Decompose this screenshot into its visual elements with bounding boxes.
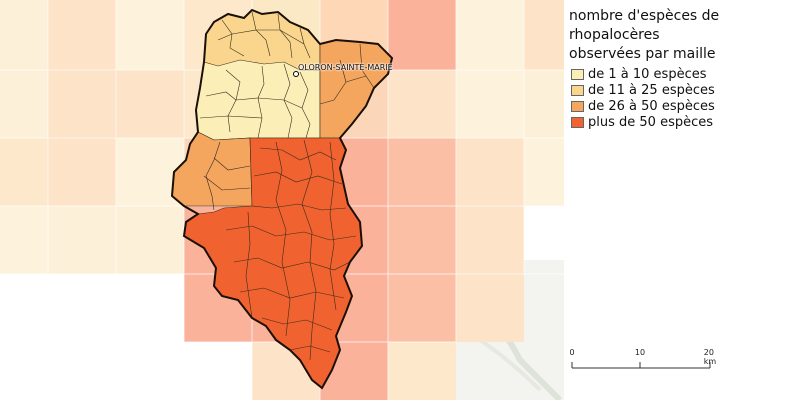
town-marker-icon[interactable] xyxy=(293,71,299,77)
scale-bar: 0 10 20 km xyxy=(569,348,720,378)
legend-label-1: de 1 à 10 espèces xyxy=(588,66,707,82)
legend-item-2: de 11 à 25 espèces xyxy=(571,82,715,98)
grid-cell[interactable] xyxy=(456,0,524,70)
grid-cell[interactable] xyxy=(388,206,456,274)
grid-cell[interactable] xyxy=(116,0,184,70)
legend-label-4: plus de 50 espèces xyxy=(588,114,714,130)
legend-swatch-2 xyxy=(571,84,584,96)
legend-label-2: de 11 à 25 espèces xyxy=(588,82,715,98)
grid-cell[interactable] xyxy=(524,0,564,70)
grid-cell[interactable] xyxy=(524,138,564,206)
legend-swatch-1 xyxy=(571,68,584,80)
territory xyxy=(171,9,393,389)
legend-panel: nombre d'espèces de rhopalocères observé… xyxy=(564,0,792,400)
grid-cell[interactable] xyxy=(388,138,456,206)
grid-cell[interactable] xyxy=(0,138,48,206)
grid-cell[interactable] xyxy=(456,274,524,342)
legend-label-3: de 26 à 50 espèces xyxy=(588,98,715,114)
legend-title: nombre d'espèces de rhopalocères observé… xyxy=(569,8,720,62)
scale-bar-graphic xyxy=(571,362,711,369)
grid-cell[interactable] xyxy=(388,274,456,342)
legend-item-4: plus de 50 espèces xyxy=(571,114,713,130)
grid-cell[interactable] xyxy=(388,342,456,400)
legend-swatch-4 xyxy=(571,116,584,128)
town-label: OLORON-SAINTE-MARIE xyxy=(298,63,393,72)
scale-label-10: 10 xyxy=(634,348,646,357)
legend-item-3: de 26 à 50 espèces xyxy=(571,98,715,114)
grid-cell[interactable] xyxy=(456,206,524,274)
legend-item-1: de 1 à 10 espèces xyxy=(571,66,707,82)
grid-cell[interactable] xyxy=(0,70,48,138)
grid-cell[interactable] xyxy=(0,0,48,70)
grid-cell[interactable] xyxy=(456,138,524,206)
legend-swatch-3 xyxy=(571,100,584,112)
grid-cell[interactable] xyxy=(48,138,116,206)
grid-cell[interactable] xyxy=(48,206,116,274)
grid-cell[interactable] xyxy=(524,70,564,138)
grid-cell[interactable] xyxy=(48,0,116,70)
grid-cell[interactable] xyxy=(48,70,116,138)
grid-cell[interactable] xyxy=(0,206,48,274)
commune-boundaries xyxy=(199,11,375,361)
grid-cell[interactable] xyxy=(388,70,456,138)
grid-cell[interactable] xyxy=(116,206,184,274)
grid-cell[interactable] xyxy=(456,70,524,138)
territory-outline xyxy=(170,8,394,390)
scale-label-0: 0 xyxy=(569,348,575,357)
scale-label-20: 20 km xyxy=(703,348,717,366)
grid-cell[interactable] xyxy=(116,70,184,138)
grid-cell[interactable] xyxy=(388,0,456,70)
